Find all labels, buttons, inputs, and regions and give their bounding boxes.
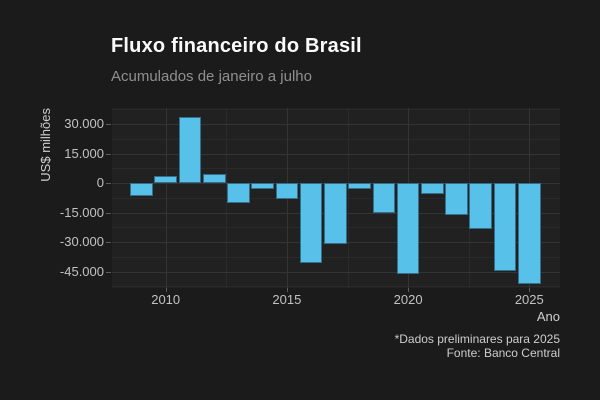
bar-2013	[227, 183, 250, 203]
bar-2023	[469, 183, 493, 230]
y-tick-label: 0	[96, 175, 104, 190]
y-tick-mark	[106, 153, 111, 155]
y-gridline-minor	[112, 109, 560, 111]
bar-2025	[517, 183, 541, 284]
y-gridline-major	[112, 153, 560, 155]
y-tick-label: -30.000	[59, 234, 104, 249]
y-tick-label: 15.000	[64, 145, 104, 161]
x-gridline-major	[165, 108, 167, 288]
chart-caption-line1: *Dados preliminares para 2025	[394, 332, 560, 346]
bar-2019	[372, 183, 396, 213]
y-gridline-minor	[112, 256, 560, 258]
x-tick-label: 2010	[151, 292, 181, 307]
y-axis-title: US$ milhões	[38, 108, 53, 182]
chart-subtitle: Acumulados de janeiro a julho	[111, 68, 312, 85]
bar-2014	[251, 183, 275, 190]
x-tick-mark	[286, 288, 288, 292]
bar-2016	[299, 183, 323, 263]
bar-2009	[130, 183, 153, 197]
y-tick-mark	[106, 242, 111, 243]
x-tick-label: 2020	[393, 292, 423, 307]
y-gridline-major	[112, 271, 560, 273]
bar-2017	[324, 183, 347, 245]
x-gridline-minor	[226, 108, 228, 288]
x-tick-mark	[165, 288, 167, 292]
y-tick-mark	[106, 212, 111, 214]
x-tick-mark	[408, 288, 410, 292]
y-tick-label: -15.000	[59, 204, 104, 220]
y-gridline-minor	[112, 138, 560, 140]
x-axis-title: Ano	[536, 309, 560, 324]
y-tick-label: 30.000	[64, 116, 104, 131]
plot-panel	[112, 108, 560, 288]
chart-caption-line2: Fonte: Banco Central	[446, 346, 560, 360]
y-gridline-minor	[112, 286, 560, 288]
y-tick-mark	[106, 271, 111, 273]
chart-title: Fluxo financeiro do Brasil	[111, 35, 362, 57]
bar-2015	[275, 183, 299, 200]
x-tick-mark	[529, 288, 531, 292]
bar-2021	[420, 183, 444, 195]
bar-2024	[493, 183, 517, 271]
bar-2018	[348, 183, 371, 190]
y-gridline-minor	[112, 168, 560, 170]
x-gridline-minor	[468, 108, 470, 288]
x-tick-label: 2025	[514, 292, 544, 307]
x-tick-label: 2015	[272, 292, 302, 307]
y-tick-mark	[106, 124, 111, 125]
y-tick-label: -45.000	[59, 263, 104, 279]
bar-2012	[202, 174, 226, 183]
bar-2010	[154, 176, 178, 183]
y-gridline-major	[112, 124, 560, 125]
bar-2022	[445, 183, 468, 215]
bar-2011	[178, 116, 202, 183]
y-tick-mark	[106, 183, 111, 184]
bar-2020	[396, 183, 420, 275]
x-gridline-minor	[347, 108, 349, 288]
